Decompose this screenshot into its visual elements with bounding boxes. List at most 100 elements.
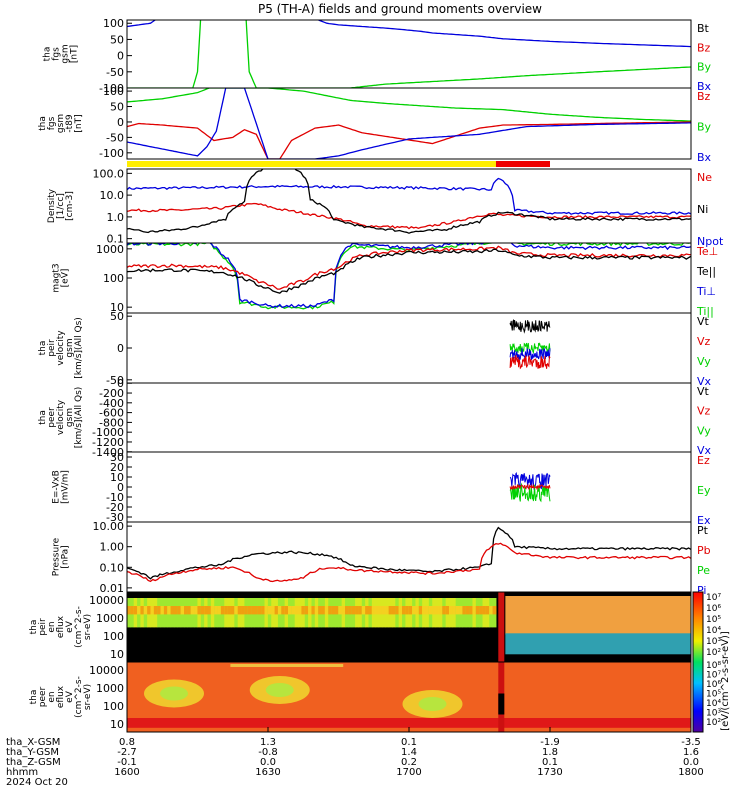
y-tick-label: -1200 [92,436,124,449]
heatmap-cell [378,606,383,615]
y-label-line: magt3 [52,263,62,292]
x-tick-label: -3.5 [681,737,701,748]
y-tick-label: 0.1 [107,233,125,246]
y-label-line: fgs [47,116,57,130]
y-tick-label: 100 [103,272,124,285]
heatmap-cell [498,693,505,715]
heatmap-cell [432,606,437,615]
y-tick-label: 100 [103,630,124,643]
legend-By: By [697,61,712,74]
y-label-line: Density [47,188,57,223]
heatmap-cell [351,606,356,615]
panel-peir-eflux: 10000 1000 100 10 tha peir en eflux eV (cm^2-s-sr… [29,591,692,663]
heatmap-cell [338,606,343,615]
series-group [127,169,691,234]
colorbar-group: 10⁷10⁶10⁵10⁴10³10²10⁸10⁷10⁶10⁵10⁴10³10²[… [692,591,731,733]
series-group [509,471,551,503]
heatmap-cell [402,606,406,615]
heatmap-cell [381,606,386,615]
heatmap-cell [184,606,188,615]
colorbar-tick-label: 10⁴ [706,626,721,636]
x-tick-label: 0.0 [260,757,276,768]
y-tick-label: 10 [110,718,124,731]
heatmap-cell [469,606,473,615]
heatmap-cell [361,606,366,615]
colorbar-tick-label: 10³ [706,637,721,647]
heatmap-cells [127,592,691,662]
y-tick-label: -50 [106,131,124,144]
y-label-line: sr-eV) [83,684,93,710]
x-tick-label: 1600 [114,767,139,778]
heatmap-cell [277,606,282,615]
x-tick-label: -2.7 [117,747,137,758]
y-tick-label: -1000 [92,426,124,439]
legend-Pt: Pt [697,524,709,537]
legend-Vz: Vz [697,335,711,348]
burst-line-Ex [509,471,551,491]
y-tick-label: 100.0 [93,167,125,180]
y-tick-label: 100 [103,17,124,30]
x-tick-label: -1.9 [540,737,560,748]
y-label-line: eV [65,620,75,633]
heatmap-cell [355,606,359,615]
legend-Vx: Vx [697,375,712,388]
y-label-line: [cm-3] [65,191,75,221]
heatmap-cell [244,606,249,615]
y-label: tha fgs gsm -t89 [nT] [38,114,84,133]
y-label-line: gsm [61,44,71,63]
y-tick-label: 50 [110,33,124,46]
y-label: tha peer velocity gsm [km/s](All Qs) [38,387,84,449]
panel-frame [126,168,692,244]
colorbar-label-group: [eV/(cm^2-s-sr-eV)] [720,631,731,731]
x-tick-label: 0.1 [542,757,558,768]
panel-fgs-gsm: 100 50 0 -50 -100 tha fgs gsm [nT] Bt Bz By Bx [43,17,712,95]
colorbar-tick-label: 10⁷ [706,671,721,681]
legend-Te||: Te|| [696,265,716,278]
series-group [509,318,551,370]
panel-peer-velocity: 0-200-400-600-800-1000-1200-1400 tha peer v… [38,377,712,459]
colorbar-tick-label: 10⁵ [706,615,721,625]
heatmap-cell [455,606,460,615]
series-line-Ti⊥ [127,243,691,309]
heatmap-cell [395,606,400,615]
y-label-line: gsm [65,408,75,427]
heatmap-cell [177,606,182,615]
series-line-By [127,20,691,88]
heatmap-cell [170,606,175,615]
x-tick-label: 0.8 [119,737,135,748]
panel-peer-eflux: 10000 1000 100 10 tha peer en eflux eV (cm^2-s-sr… [29,661,692,733]
y-tick-label: 10000 [89,594,124,607]
panel-frame [126,242,692,314]
y-label: tha peer en eflux eV (cm^2-s-sr-eV) [29,676,93,718]
heatmap-cell [224,606,229,615]
heatmap-cell [298,606,302,615]
y-label-line: (cm^2-s- [74,606,84,648]
heatmap-blob-core-1 [265,683,294,697]
heatmap-cell [150,606,155,615]
colorbar-tick-label: 10⁶ [706,604,721,614]
y-label-line: [nT] [74,114,84,132]
heatmap-cell [452,606,457,615]
y-tick-label: -50 [106,66,124,79]
y-label-line: velocity [56,399,66,435]
series-line-Npot [127,177,691,216]
legend-Ez: Ez [697,454,710,467]
panel-pressure: 10.00 1.00 0.10 0.01 Pressure [nPa] Pt Pb Pe Pi [52,520,711,597]
colorbar-tick-label: 10⁶ [706,680,721,690]
heatmap-cell [348,606,353,615]
colorbar-tick-label: 10² [706,718,721,728]
y-label-line: gsm [56,114,66,133]
legend-By: By [697,121,712,134]
y-tick-label: 1000 [96,243,124,256]
heatmap-cell [254,606,259,615]
heatmap-cell [140,606,145,615]
y-tick-label: 0 [117,116,124,129]
heatmap-cell [234,606,239,615]
y-tick-label: 100 [103,85,124,98]
legend-Vz: Vz [697,405,711,418]
x-row-label: tha_Y-GSM [6,747,59,758]
y-tick-label: -20 [106,501,124,514]
burst-line-Ey [509,482,551,503]
